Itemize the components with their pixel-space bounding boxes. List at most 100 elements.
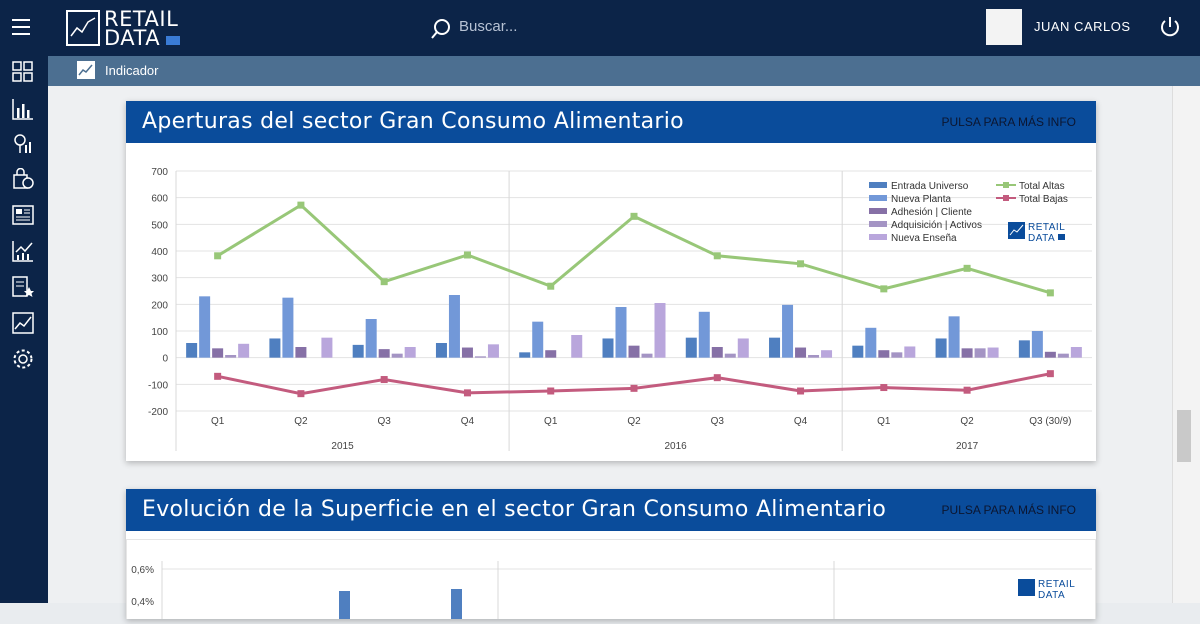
bar [602,338,614,358]
more-info-link[interactable]: PULSA PARA MÁS INFO [941,115,1076,129]
bar [321,337,333,358]
bar [769,337,781,358]
bar-chart-icon[interactable] [12,98,34,120]
bar [724,353,736,358]
watermark-square [1058,234,1065,240]
bar [737,338,749,358]
bar [935,338,947,358]
panel-title: Aperturas del sector Gran Consumo Alimen… [142,109,684,134]
bar [974,348,986,358]
power-icon[interactable] [1158,15,1182,39]
scrollbar[interactable] [1172,86,1200,603]
bar [519,352,531,358]
line-point [797,387,805,395]
shopping-bag-icon[interactable] [12,168,34,190]
line-point [713,374,721,382]
line-point [797,260,805,268]
bar [615,307,627,358]
line-point [630,212,638,220]
y-tick-label: 0,6% [131,565,154,576]
watermark-text: RETAIL [1028,222,1065,233]
legend-swatch [869,182,887,188]
bar [212,348,224,358]
x-tick-label: Q3 [711,416,725,427]
line-point [297,390,305,398]
logo-line2: DATA [104,26,161,50]
y-tick-label: -100 [148,380,168,391]
line-point [547,282,555,290]
bar [891,352,903,358]
panel-header: Evolución de la Superficie en el sector … [126,489,1096,531]
y-tick-label: 100 [151,327,168,338]
watermark-box [1008,222,1025,239]
bar [451,589,462,621]
bar [391,353,403,358]
x-tick-label: Q3 [378,416,392,427]
line-point [380,376,388,384]
legend-label: Nueva Enseña [891,233,957,244]
y-tick-label: 400 [151,247,168,258]
search-input[interactable]: Buscar... [459,18,518,35]
scrollbar-thumb[interactable] [1177,410,1191,462]
line-point [630,384,638,392]
y-tick-label: 500 [151,220,168,231]
bar [571,335,583,358]
bar [654,303,666,358]
bar [1070,347,1082,358]
bar [795,347,807,358]
y-tick-label: 600 [151,194,168,205]
bar [782,304,794,358]
logo[interactable]: RETAIL DATA [66,7,182,50]
watermark-line [1009,224,1024,236]
bar [878,350,890,358]
user-name[interactable]: JUAN CARLOS [1034,19,1131,34]
x-tick-label: Q3 (30/9) [1029,416,1071,427]
sidebar [0,56,48,603]
line-point [463,251,471,259]
bar [225,355,237,358]
search-icon[interactable] [430,18,452,40]
bar [186,343,198,358]
dashboard-icon[interactable] [12,61,34,83]
line-chart-icon[interactable] [12,240,34,262]
bar [948,316,960,358]
sub-header: Indicador [48,56,1200,86]
bar [1018,340,1030,358]
report-icon[interactable] [12,204,34,226]
y-tick-label: 700 [151,167,168,178]
settings-icon[interactable] [12,348,34,370]
bar [352,344,364,358]
bar [282,297,294,358]
bar [904,346,916,358]
y-tick-label: 0 [162,354,168,365]
line-point [1046,370,1054,378]
top-bar: RETAIL DATA Buscar... JUAN CARLOS [0,0,1200,56]
legend-label: Nueva Planta [891,194,951,205]
logo-chart-icon [66,10,100,46]
x-tick-label: Q1 [877,416,891,427]
line-point [713,252,721,260]
star-list-icon[interactable] [12,276,34,298]
more-info-link[interactable]: PULSA PARA MÁS INFO [941,503,1076,517]
line-point [963,264,971,272]
watermark-text: DATA [1028,233,1055,244]
bar [545,350,557,358]
map-pin-icon[interactable] [12,133,34,155]
bar [435,343,447,358]
x-tick-label: Q1 [544,416,558,427]
avatar[interactable] [986,9,1022,45]
line-point [214,372,222,380]
bar [532,321,544,358]
watermark-text: DATA [1038,590,1065,601]
y-tick-label: 200 [151,300,168,311]
trend-icon[interactable] [12,312,34,334]
panel-header: Aperturas del sector Gran Consumo Alimen… [126,101,1096,143]
bar [1044,351,1056,358]
logo-square [166,36,180,45]
x-tick-label: Q1 [211,416,225,427]
menu-icon[interactable] [12,19,30,35]
bar [199,296,211,358]
y-tick-label: 300 [151,274,168,285]
legend-swatch [869,221,887,227]
